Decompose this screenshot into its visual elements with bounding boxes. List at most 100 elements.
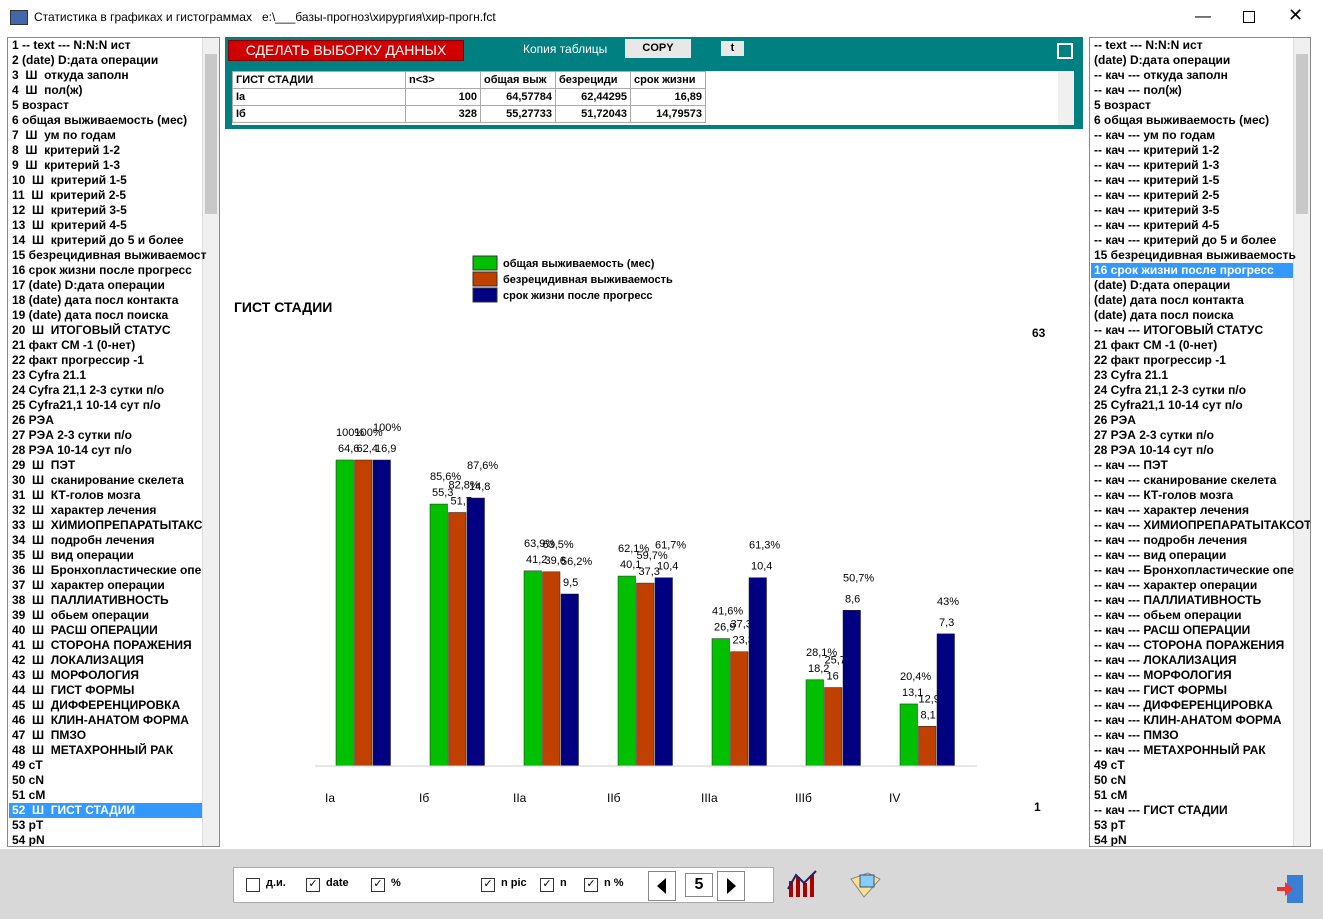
list-item[interactable]: 51 cM bbox=[12, 788, 46, 802]
list-item[interactable]: 30 Ш сканирование скелета bbox=[12, 473, 184, 487]
checkbox[interactable]: ✓ bbox=[481, 878, 495, 892]
list-item[interactable]: -- кач --- ум по годам bbox=[1094, 128, 1216, 142]
list-item[interactable]: 34 Ш подробн лечения bbox=[12, 533, 155, 547]
list-item[interactable]: (date) дата посл контакта bbox=[1094, 293, 1244, 307]
list-item[interactable]: -- кач --- ДИФФЕРЕНЦИРОВКА bbox=[1094, 698, 1273, 712]
list-item[interactable]: 18 (date) дата посл контакта bbox=[12, 293, 179, 307]
list-item[interactable]: (date) D:дата операции bbox=[1094, 278, 1231, 292]
list-item[interactable]: 41 Ш СТОРОНА ПОРАЖЕНИЯ bbox=[12, 638, 192, 652]
panel-toggle[interactable] bbox=[1057, 43, 1073, 59]
list-item[interactable]: 7 Ш ум по годам bbox=[12, 128, 116, 142]
list-item[interactable]: (date) дата посл поиска bbox=[1094, 308, 1234, 322]
list-item[interactable]: -- кач --- откуда заполн bbox=[1094, 68, 1228, 82]
list-item[interactable]: -- кач --- КТ-голов мозга bbox=[1094, 488, 1234, 502]
list-item[interactable]: (date) D:дата операции bbox=[1094, 53, 1231, 67]
list-item[interactable]: 25 Cyfra21,1 10-14 сут п/о bbox=[12, 398, 161, 412]
list-item[interactable]: -- кач --- ИТОГОВЫЙ СТАТУС bbox=[1094, 323, 1264, 337]
list-item[interactable]: 27 РЭА 2-3 сутки п/о bbox=[1094, 428, 1214, 442]
list-item[interactable]: 1 -- text --- N:N:N ист bbox=[12, 38, 131, 52]
checkbox[interactable]: ✓ bbox=[584, 878, 598, 892]
list-item[interactable]: 31 Ш КТ-голов мозга bbox=[12, 488, 141, 502]
list-item[interactable]: -- кач --- подробн лечения bbox=[1094, 533, 1248, 547]
list-item[interactable]: -- кач --- сканирование скелета bbox=[1094, 473, 1277, 487]
list-item[interactable]: -- кач --- КЛИН-АНАТОМ ФОРМА bbox=[1094, 713, 1282, 727]
list-item[interactable]: 9 Ш критерий 1-3 bbox=[12, 158, 121, 172]
list-item[interactable]: 54 pN bbox=[1094, 833, 1127, 847]
right-field-list[interactable]: -- text --- N:N:N ист (date) D:дата опера… bbox=[1089, 37, 1311, 847]
list-item[interactable]: 6 общая выживаемость (мес) bbox=[1094, 113, 1270, 127]
list-item[interactable]: 20 Ш ИТОГОВЫЙ СТАТУС bbox=[12, 323, 171, 337]
list-item[interactable]: 14 Ш критерий до 5 и более bbox=[12, 233, 184, 247]
list-item[interactable]: 50 cN bbox=[12, 773, 45, 787]
next-page[interactable] bbox=[717, 871, 745, 901]
list-item[interactable]: 11 Ш критерий 2-5 bbox=[12, 188, 127, 202]
list-item[interactable]: 22 факт прогрессир -1 bbox=[1094, 353, 1226, 367]
list-item[interactable]: -- кач --- характер операции bbox=[1094, 578, 1258, 592]
list-item[interactable]: 50 cN bbox=[1094, 773, 1127, 787]
list-item[interactable]: 21 факт СМ -1 (0-нет) bbox=[12, 338, 136, 352]
list-item[interactable]: -- кач --- МЕТАХРОННЫЙ РАК bbox=[1094, 743, 1266, 757]
list-item[interactable]: -- кач --- СТОРОНА ПОРАЖЕНИЯ bbox=[1094, 638, 1285, 652]
select-button[interactable]: СДЕЛАТЬ ВЫБОРКУ ДАННЫХ bbox=[228, 40, 464, 61]
list-item[interactable]: 44 Ш ГИСТ ФОРМЫ bbox=[12, 683, 135, 697]
list-item[interactable]: -- кач --- ГИСТ СТАДИИ bbox=[1094, 803, 1228, 817]
list-item[interactable]: -- кач --- критерий 1-5 bbox=[1094, 173, 1220, 187]
maximize[interactable] bbox=[1243, 11, 1255, 23]
list-item[interactable]: 17 (date) D:дата операции bbox=[12, 278, 165, 292]
list-item[interactable]: 23 Cyfra 21.1 bbox=[12, 368, 87, 382]
list-item[interactable]: 38 Ш ПАЛЛИАТИВНОСТЬ bbox=[12, 593, 169, 607]
scrollbar[interactable] bbox=[1293, 38, 1310, 846]
list-item[interactable]: 6 общая выживаемость (мес) bbox=[12, 113, 188, 127]
list-item[interactable]: -- кач --- ПМЗО bbox=[1094, 728, 1179, 742]
list-item[interactable]: 28 РЭА 10-14 сут п/о bbox=[12, 443, 132, 457]
list-item[interactable]: 28 РЭА 10-14 сут п/о bbox=[1094, 443, 1214, 457]
list-item[interactable]: 3 Ш откуда заполн bbox=[12, 68, 129, 82]
checkbox[interactable]: ✓ bbox=[540, 878, 554, 892]
chart-icon[interactable] bbox=[786, 869, 820, 899]
close[interactable]: ✕ bbox=[1288, 5, 1304, 25]
list-item[interactable]: 53 pT bbox=[12, 818, 44, 832]
list-item[interactable]: 32 Ш характер лечения bbox=[12, 503, 157, 517]
list-item[interactable]: 47 Ш ПМЗО bbox=[12, 728, 87, 742]
list-item[interactable]: -- кач --- ЛОКАЛИЗАЦИЯ bbox=[1094, 653, 1237, 667]
list-item[interactable]: 25 Cyfra21,1 10-14 сут п/о bbox=[1094, 398, 1243, 412]
list-item[interactable]: -- кач --- Бронхопластические опе bbox=[1094, 563, 1294, 577]
list-item[interactable]: 10 Ш критерий 1-5 bbox=[12, 173, 127, 187]
list-item[interactable]: 48 Ш МЕТАХРОННЫЙ РАК bbox=[12, 743, 174, 757]
list-item[interactable]: -- кач --- критерий до 5 и более bbox=[1094, 233, 1277, 247]
scrollbar[interactable] bbox=[202, 38, 219, 846]
t-button[interactable]: t bbox=[721, 41, 744, 56]
list-item[interactable]: 42 Ш ЛОКАЛИЗАЦИЯ bbox=[12, 653, 144, 667]
exit-icon[interactable] bbox=[1275, 873, 1307, 905]
list-item[interactable]: 26 РЭА bbox=[12, 413, 54, 427]
list-item[interactable]: 15 безрецидивная выживаемость bbox=[1094, 248, 1296, 262]
list-item[interactable]: 26 РЭА bbox=[1094, 413, 1136, 427]
list-item[interactable]: -- кач --- ГИСТ ФОРМЫ bbox=[1094, 683, 1227, 697]
list-item[interactable]: -- кач --- ПЭТ bbox=[1094, 458, 1168, 472]
list-item[interactable]: 39 Ш обьем операции bbox=[12, 608, 149, 622]
list-item[interactable]: -- кач --- ХИМИОПРЕПАРАТЫТАКСОТ bbox=[1094, 518, 1311, 532]
folder-icon[interactable] bbox=[848, 869, 884, 901]
list-item[interactable]: 4 Ш пол(ж) bbox=[12, 83, 83, 97]
list-item[interactable]: -- text --- N:N:N ист bbox=[1094, 38, 1203, 52]
table-scrollbar[interactable] bbox=[1058, 71, 1074, 125]
list-item[interactable]: 5 возраст bbox=[12, 98, 69, 112]
list-item[interactable]: 37 Ш характер операции bbox=[12, 578, 165, 592]
list-item[interactable]: 2 (date) D:дата операции bbox=[12, 53, 159, 67]
list-item[interactable]: -- кач --- критерий 1-2 bbox=[1094, 143, 1220, 157]
list-item[interactable]: -- кач --- пол(ж) bbox=[1094, 83, 1182, 97]
left-field-list[interactable]: 1 -- text --- N:N:N ист 2 (date) D:дата о… bbox=[7, 37, 220, 847]
list-item[interactable]: -- кач --- характер лечения bbox=[1094, 503, 1250, 517]
minimize[interactable]: — bbox=[1195, 8, 1211, 25]
list-item[interactable]: 54 pN bbox=[12, 833, 45, 847]
list-item[interactable]: -- кач --- ПАЛЛИАТИВНОСТЬ bbox=[1094, 593, 1262, 607]
list-item[interactable]: 21 факт СМ -1 (0-нет) bbox=[1094, 338, 1218, 352]
list-item[interactable]: -- кач --- критерий 3-5 bbox=[1094, 203, 1220, 217]
list-item[interactable]: 19 (date) дата посл поиска bbox=[12, 308, 169, 322]
list-item[interactable]: 40 Ш РАСШ ОПЕРАЦИИ bbox=[12, 623, 158, 637]
list-item[interactable]: 13 Ш критерий 4-5 bbox=[12, 218, 127, 232]
list-item[interactable]: -- кач --- критерий 4-5 bbox=[1094, 218, 1220, 232]
list-item[interactable]: 27 РЭА 2-3 сутки п/о bbox=[12, 428, 132, 442]
list-item[interactable]: 8 Ш критерий 1-2 bbox=[12, 143, 121, 157]
list-item[interactable]: -- кач --- МОРФОЛОГИЯ bbox=[1094, 668, 1232, 682]
